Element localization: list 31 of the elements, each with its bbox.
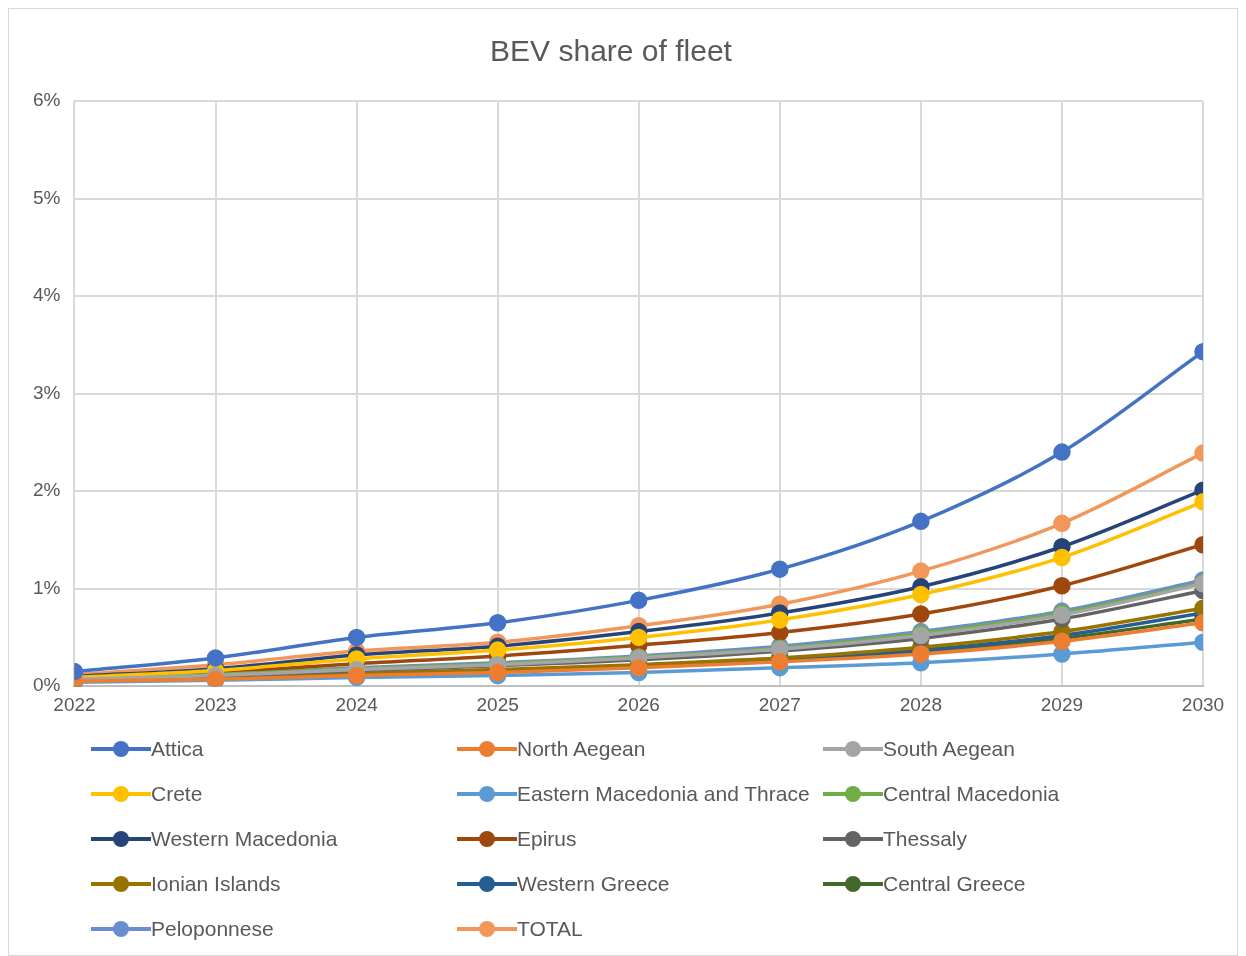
legend-label: Central Macedonia <box>883 782 1060 806</box>
legend-label: Ionian Islands <box>151 872 281 896</box>
y-tick-label: 4% <box>32 284 61 306</box>
y-tick-label: 6% <box>32 89 61 111</box>
x-tick-label: 2022 <box>53 693 96 715</box>
y-tick-label: 1% <box>32 576 61 598</box>
x-tick-label: 2025 <box>476 693 519 715</box>
x-tick-label: 2029 <box>1040 693 1084 715</box>
chart-title: BEV share of fleet <box>490 34 733 68</box>
legend-label: Epirus <box>517 827 577 851</box>
legend-label: South Aegean <box>883 737 1015 761</box>
x-tick-label: 2028 <box>899 693 943 715</box>
x-tick-label: 2027 <box>758 693 801 715</box>
x-tick-label: 2024 <box>335 693 379 715</box>
y-tick-label: 5% <box>32 186 61 208</box>
y-tick-label: 0% <box>32 674 61 696</box>
y-tick-label: 2% <box>32 479 61 501</box>
y-tick-label: 3% <box>32 381 61 403</box>
x-tick-label: 2023 <box>194 693 237 715</box>
legend-label: Peloponnese <box>151 917 274 941</box>
legend-label: Attica <box>151 737 204 761</box>
legend-label: Crete <box>151 782 203 806</box>
x-tick-label: 2030 <box>1181 693 1225 715</box>
legend-label: Eastern Macedonia and Thrace <box>517 782 810 806</box>
legend-label: Western Greece <box>517 872 670 896</box>
x-tick-label: 2026 <box>617 693 660 715</box>
legend-label: Thessaly <box>883 827 968 851</box>
legend-label: Western Macedonia <box>151 827 338 851</box>
legend-label: North Aegean <box>517 737 646 761</box>
legend-label: TOTAL <box>517 917 583 941</box>
legend-label: Central Greece <box>883 872 1026 896</box>
